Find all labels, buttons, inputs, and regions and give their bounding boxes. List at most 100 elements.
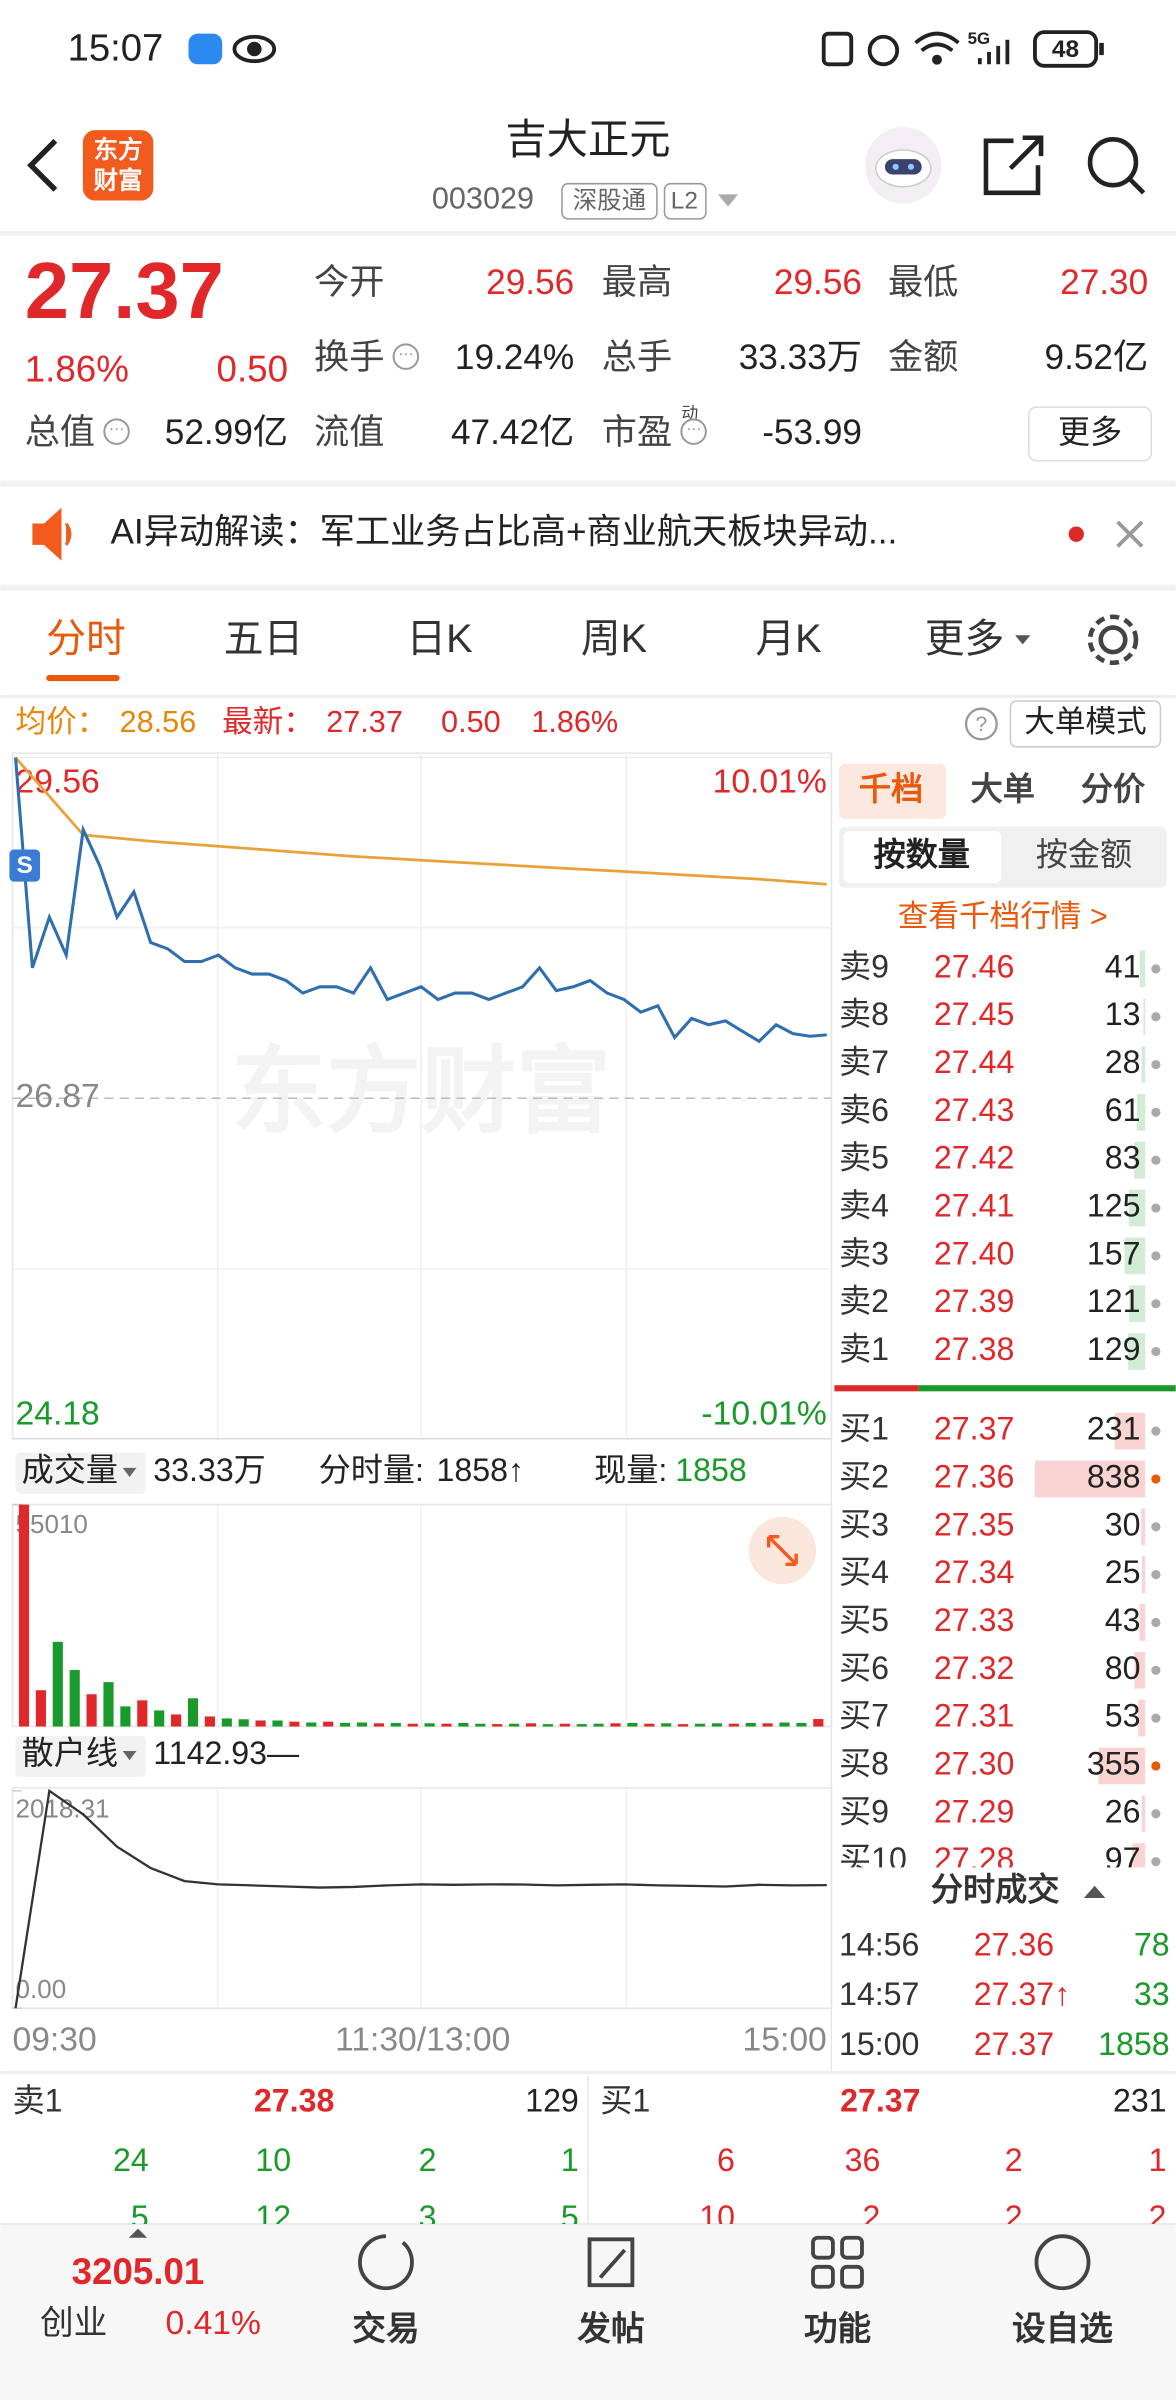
book-price: 27.34 xyxy=(934,1554,1014,1590)
logo-text: 财富 xyxy=(94,166,143,195)
index-pct[interactable]: 0.41% xyxy=(166,2305,261,2342)
volume-bar xyxy=(18,1504,30,1727)
dropdown-arrow[interactable] xyxy=(122,1751,137,1761)
close-button[interactable] xyxy=(1116,520,1144,548)
dropdown-arrow[interactable] xyxy=(718,194,738,207)
book-dot xyxy=(1151,1713,1161,1723)
trades-title[interactable]: 分时成交 xyxy=(931,1871,1060,1907)
mode-button-label[interactable]: 大单模式 xyxy=(1024,705,1146,739)
current-volume: 1858 xyxy=(675,1452,746,1488)
sub-tab[interactable]: 按金额 xyxy=(1036,837,1132,873)
volume-bar xyxy=(627,1722,638,1727)
collapse-arrow[interactable] xyxy=(1083,1885,1106,1898)
depth-bar xyxy=(1128,1189,1146,1227)
depth-bar xyxy=(1141,1508,1146,1546)
book-dot xyxy=(1151,1012,1161,1022)
badge: S xyxy=(17,852,33,879)
nav-item[interactable]: 功能 xyxy=(804,2310,871,2348)
summary-order: 3 xyxy=(419,2199,437,2235)
summary-volume: 231 xyxy=(1113,2083,1167,2119)
volume-bar xyxy=(373,1723,384,1727)
book-label: 买8 xyxy=(839,1745,889,1781)
indicator-label[interactable]: 成交量 xyxy=(22,1452,118,1488)
book-volume: 26 xyxy=(1105,1793,1141,1829)
stock-code: 003029 xyxy=(432,182,534,216)
book-tab[interactable]: 千档 xyxy=(859,771,923,807)
volume-bar xyxy=(610,1723,621,1727)
summary-label: 卖1 xyxy=(12,2083,62,2119)
volume-bar xyxy=(694,1723,706,1727)
sub-tab[interactable]: 按数量 xyxy=(873,837,969,873)
expand-button[interactable] xyxy=(748,1516,817,1585)
active-tab-bg xyxy=(839,763,947,819)
dropdown-arrow[interactable] xyxy=(122,1467,137,1478)
book-tab[interactable]: 大单 xyxy=(971,771,1035,807)
nav-item[interactable]: 设自选 xyxy=(1012,2310,1113,2348)
mode-button[interactable] xyxy=(1009,700,1162,748)
nav-item[interactable]: 发帖 xyxy=(577,2310,644,2348)
trade-volume: 33 xyxy=(1134,1976,1170,2012)
expand-arrow[interactable] xyxy=(128,2228,148,2238)
indicator-selector[interactable] xyxy=(15,1452,146,1494)
divider xyxy=(0,694,1176,698)
info-icon[interactable] xyxy=(103,418,130,445)
volume-bar xyxy=(154,1710,165,1727)
tab[interactable]: 五日 xyxy=(224,617,304,661)
book-label: 买10 xyxy=(839,1841,907,1877)
pct-label: -10.01% xyxy=(701,1396,826,1433)
order-book: 卖9 27.46 41 卖8 27.45 13 卖7 27.44 28 卖6 27.43 61 卖5 27… xyxy=(839,948,1161,1877)
share-button[interactable] xyxy=(983,135,1044,196)
book-label: 卖2 xyxy=(839,1283,889,1319)
info-icon[interactable] xyxy=(392,343,420,370)
tab[interactable]: 日K xyxy=(406,617,473,661)
book-dot xyxy=(1151,1299,1161,1309)
nav-item[interactable]: 交易 xyxy=(352,2309,419,2348)
assistant-icon[interactable] xyxy=(865,127,942,204)
more-button-label[interactable]: 更多 xyxy=(1058,414,1122,450)
book-dot xyxy=(1151,1665,1161,1675)
help-icon[interactable]: ? xyxy=(964,707,998,741)
stock-name: 吉大正元 xyxy=(505,116,670,162)
pct-label: 10.01% xyxy=(713,764,827,801)
content: 15:07 5G 48 东方财富 吉大正元 003029 深股通 L2 27.37 1.86% 0.… xyxy=(9,27,1170,2348)
trade-price: 27.37 xyxy=(974,2026,1054,2062)
indicator-selector[interactable] xyxy=(15,1735,146,1778)
dropdown-arrow[interactable] xyxy=(1015,635,1031,645)
book-link[interactable]: 查看千档行情 > xyxy=(898,899,1108,933)
y-tick-label: 0.00 xyxy=(16,1974,67,2004)
field-value: 29.56 xyxy=(486,263,574,302)
field-label: 总手 xyxy=(602,338,672,377)
logo-text: 东方 xyxy=(94,135,143,164)
book-dot xyxy=(1151,1761,1161,1771)
summary-label: 买1 xyxy=(600,2083,650,2119)
current-volume-label: 现量: xyxy=(594,1452,667,1488)
book-volume: 28 xyxy=(1105,1044,1141,1080)
notice-text[interactable]: AI异动解读：军工业务占比高+商业航天板块异动... xyxy=(110,512,897,551)
search-button[interactable] xyxy=(1087,136,1146,195)
book-price: 27.30 xyxy=(934,1745,1014,1781)
summary-order: 36 xyxy=(845,2142,881,2178)
level-tag: L2 xyxy=(671,188,698,215)
book-price: 27.29 xyxy=(934,1793,1014,1829)
y-tick-label: 26.87 xyxy=(16,1078,100,1115)
summary-order: 2 xyxy=(419,2142,437,2178)
depth-bar xyxy=(1098,1747,1146,1785)
info-icon[interactable] xyxy=(680,418,707,445)
more-button[interactable] xyxy=(1028,406,1153,462)
tab[interactable]: 周K xyxy=(581,617,648,661)
book-label: 卖3 xyxy=(839,1235,889,1271)
back-button[interactable] xyxy=(27,138,58,192)
index-value[interactable]: 3205.01 xyxy=(72,2251,205,2292)
book-volume: 125 xyxy=(1087,1188,1141,1224)
settings-button[interactable] xyxy=(1087,614,1139,666)
tab[interactable]: 更多 xyxy=(925,617,1005,661)
book-tab[interactable]: 分价 xyxy=(1081,771,1146,807)
book-label: 买6 xyxy=(839,1650,889,1686)
tab[interactable]: 分时 xyxy=(46,617,126,661)
tab[interactable]: 月K xyxy=(755,617,822,661)
index-name[interactable]: 创业 xyxy=(40,2304,107,2342)
y-tick-label: 2018.31 xyxy=(16,1794,110,1824)
depth-bar xyxy=(1143,998,1146,1036)
indicator-label[interactable]: 散户线 xyxy=(22,1735,118,1771)
